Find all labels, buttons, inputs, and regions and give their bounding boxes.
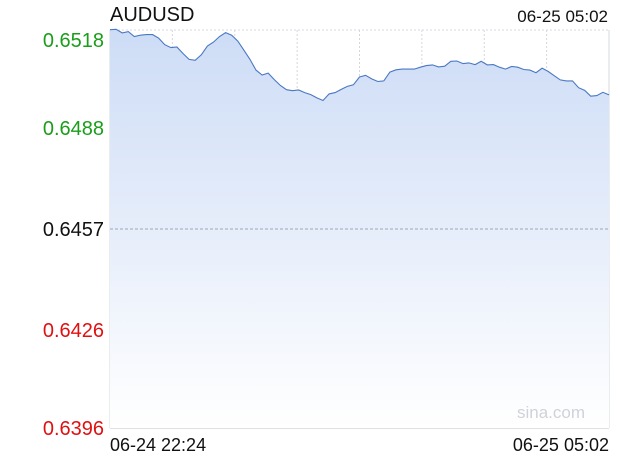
x-label-end: 06-25 05:02	[513, 435, 609, 455]
watermark: sina.com	[517, 403, 585, 422]
y-tick-label: 0.6518	[43, 30, 104, 52]
y-tick-label: 0.6426	[43, 320, 104, 342]
update-timestamp: 06-25 05:02	[517, 7, 608, 26]
price-area-fill	[110, 29, 609, 429]
y-axis-labels: 0.6518 0.6488 0.6457 0.6426 0.6396	[43, 30, 104, 440]
price-line	[109, 28, 610, 102]
chart-title: AUDUSD	[110, 4, 195, 26]
y-tick-label: 0.6488	[43, 118, 104, 140]
x-label-start: 06-24 22:24	[110, 435, 206, 455]
y-tick-label: 0.6396	[43, 418, 104, 440]
y-tick-label: 0.6457	[43, 219, 104, 241]
